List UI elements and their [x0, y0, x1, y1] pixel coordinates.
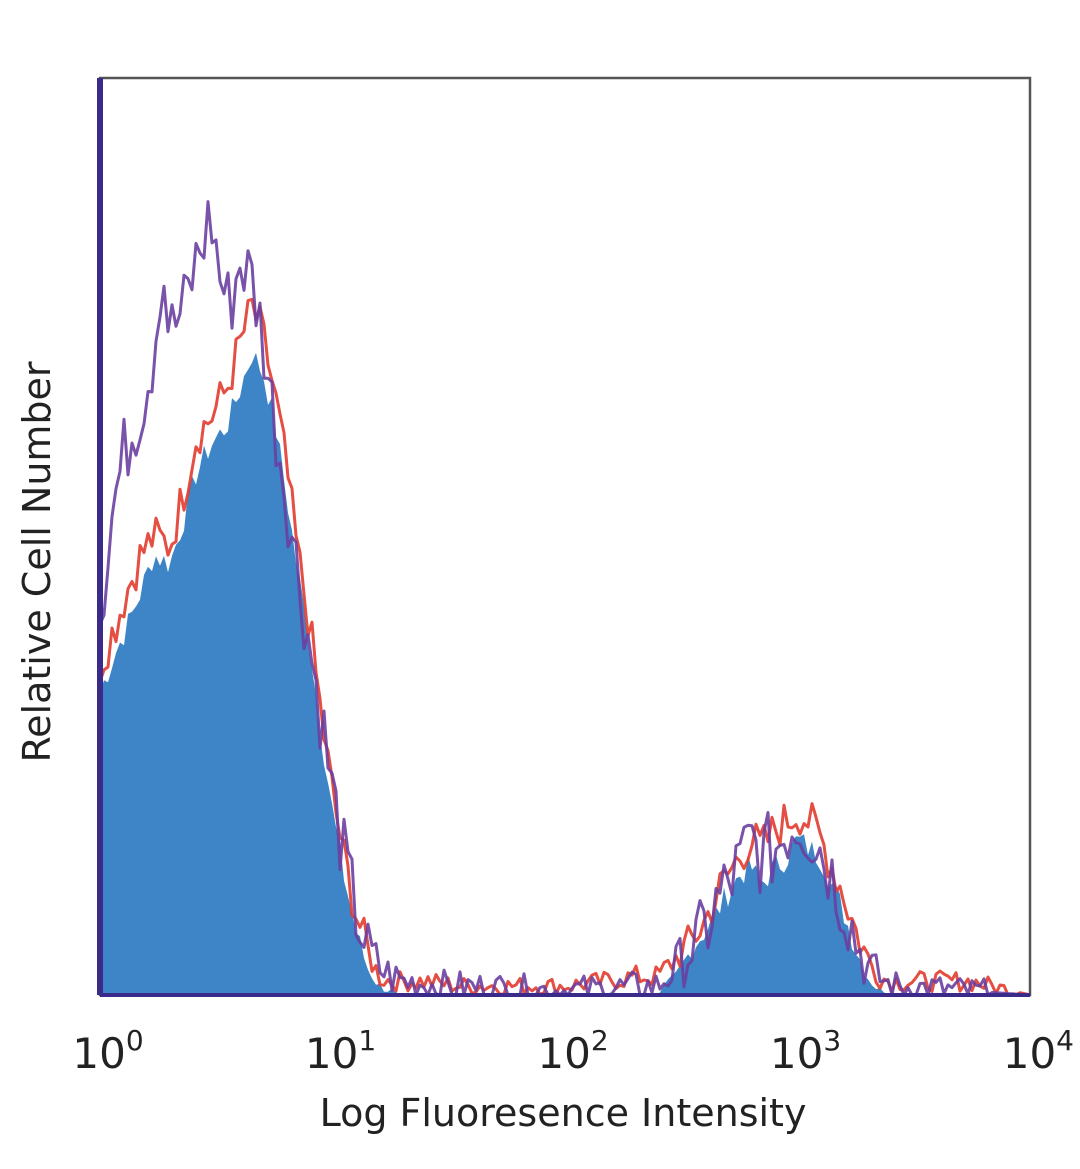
x-tick-labels: 100 101 102 103 104 [72, 1024, 1074, 1078]
x-tick-exponent: 1 [358, 1024, 376, 1057]
plot-area [98, 200, 1030, 997]
x-tick-label: 101 [305, 1024, 376, 1078]
filled-histogram-series [100, 352, 1030, 995]
x-tick-base: 10 [1003, 1029, 1056, 1078]
purple-histogram-series [98, 200, 1029, 997]
x-axis-label: Log Fluoresence Intensity [320, 1091, 807, 1135]
x-tick-base: 10 [770, 1029, 823, 1078]
x-tick-exponent: 4 [1056, 1024, 1074, 1057]
x-tick-label: 103 [770, 1024, 841, 1078]
x-tick-base: 10 [537, 1029, 590, 1078]
x-tick-label: 104 [1003, 1024, 1074, 1078]
plot-frame [97, 76, 1032, 997]
x-tick-base: 10 [305, 1029, 358, 1078]
x-tick-label: 100 [72, 1024, 143, 1078]
x-tick-label: 102 [537, 1024, 608, 1078]
y-axis-label: Relative Cell Number [15, 361, 59, 762]
x-tick-exponent: 3 [823, 1024, 841, 1057]
x-tick-base: 10 [72, 1029, 125, 1078]
x-tick-exponent: 2 [591, 1024, 609, 1057]
x-tick-exponent: 0 [126, 1024, 144, 1057]
